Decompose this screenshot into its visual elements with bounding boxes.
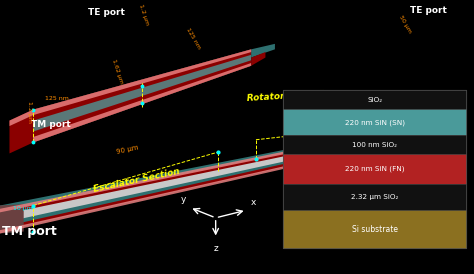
Text: z: z xyxy=(213,244,218,253)
Bar xyxy=(283,184,466,210)
Text: 1.2 μm: 1.2 μm xyxy=(138,4,150,26)
Text: y: y xyxy=(181,195,186,204)
Text: 100 μm: 100 μm xyxy=(301,162,328,170)
Text: 1.62 μm: 1.62 μm xyxy=(111,58,124,84)
Text: 100 nm SiO₂: 100 nm SiO₂ xyxy=(352,142,397,148)
Bar xyxy=(283,135,466,154)
Polygon shape xyxy=(251,52,265,66)
Polygon shape xyxy=(251,44,275,58)
Text: 220 nm SiN (SN): 220 nm SiN (SN) xyxy=(345,119,405,125)
Polygon shape xyxy=(0,129,441,231)
Bar xyxy=(283,109,466,135)
Text: Escalator Section: Escalator Section xyxy=(92,167,181,194)
Polygon shape xyxy=(0,119,441,232)
Text: 125 nm: 125 nm xyxy=(185,27,201,50)
Bar xyxy=(283,154,466,184)
Polygon shape xyxy=(0,204,24,233)
Polygon shape xyxy=(0,122,441,223)
Polygon shape xyxy=(33,63,251,142)
Polygon shape xyxy=(33,49,251,142)
Text: 220 nm SiN (FN): 220 nm SiN (FN) xyxy=(345,166,404,172)
Text: Rotator Section: Rotator Section xyxy=(246,89,326,103)
Text: 1.2 μm: 1.2 μm xyxy=(27,101,33,123)
Text: TE port: TE port xyxy=(410,7,447,15)
Polygon shape xyxy=(9,110,33,153)
Text: 2.32 μm SiO₂: 2.32 μm SiO₂ xyxy=(351,194,398,200)
Polygon shape xyxy=(441,119,462,132)
Polygon shape xyxy=(33,49,251,115)
Polygon shape xyxy=(33,49,251,121)
Text: 10 μm: 10 μm xyxy=(13,206,33,211)
Polygon shape xyxy=(441,125,457,132)
Polygon shape xyxy=(0,120,441,212)
Polygon shape xyxy=(9,110,33,126)
Text: Si substrate: Si substrate xyxy=(352,225,398,234)
Text: TM port: TM port xyxy=(31,120,71,129)
Text: SiO₂: SiO₂ xyxy=(367,97,382,103)
Text: 50 μm: 50 μm xyxy=(398,15,412,35)
Text: TM port: TM port xyxy=(2,225,57,238)
Polygon shape xyxy=(0,121,441,215)
Text: 90 μm: 90 μm xyxy=(116,144,139,155)
Bar xyxy=(283,90,466,248)
Polygon shape xyxy=(33,52,251,134)
Text: TE port: TE port xyxy=(88,8,125,17)
Bar xyxy=(283,210,466,248)
Polygon shape xyxy=(33,60,251,142)
Bar xyxy=(283,90,466,109)
Text: x: x xyxy=(251,198,256,207)
Text: 125 nm: 125 nm xyxy=(45,96,69,101)
Polygon shape xyxy=(0,131,441,233)
